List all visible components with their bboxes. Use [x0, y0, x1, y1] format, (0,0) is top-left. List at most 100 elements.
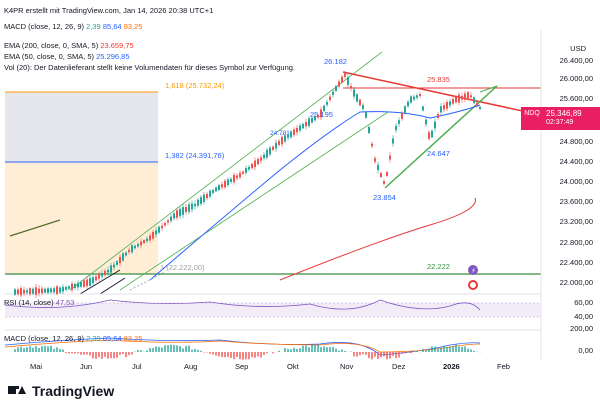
- macd-hist-bar: [443, 345, 445, 352]
- candle: [59, 287, 61, 293]
- rsi-label: RSI (14, close): [4, 298, 54, 307]
- macd-hist-bar: [320, 347, 322, 352]
- candle: [380, 172, 382, 178]
- xaxis-label: Okt: [287, 362, 299, 371]
- candle: [467, 92, 469, 100]
- candle: [38, 288, 40, 294]
- candle: [134, 245, 136, 249]
- macd-hist-bar: [212, 352, 214, 355]
- candle: [353, 89, 355, 97]
- candle: [383, 181, 385, 184]
- macd-hist-bar: [137, 350, 139, 352]
- candle: [251, 163, 253, 169]
- candle: [479, 106, 481, 110]
- macd-hist-bar: [56, 347, 58, 352]
- candle: [212, 189, 214, 194]
- macd-hist-bar: [254, 352, 256, 358]
- macd-top-label: MACD (close, 12, 26, 9): [4, 22, 85, 31]
- currency-label: USD: [570, 44, 586, 53]
- candle: [422, 106, 424, 111]
- macd-hist-bar: [263, 352, 265, 355]
- macd-hist-bar: [431, 346, 433, 352]
- candle: [290, 131, 292, 138]
- candle: [65, 286, 67, 290]
- candle: [458, 94, 460, 103]
- candle: [425, 119, 427, 125]
- macd-hist-bar: [188, 345, 190, 352]
- candle: [47, 288, 49, 293]
- macd-hist-bar: [224, 352, 226, 358]
- candle: [23, 289, 25, 294]
- macd-hist-bar: [344, 350, 346, 352]
- macd-hist-bar: [44, 345, 46, 352]
- candle: [44, 288, 46, 293]
- macd-hist-bar: [107, 352, 109, 359]
- tradingview-logo-icon: [8, 386, 26, 394]
- macd-hist-bar: [23, 348, 25, 352]
- macd-hist-bar: [278, 350, 280, 352]
- candle: [188, 204, 190, 212]
- candle: [20, 288, 22, 296]
- candle: [122, 253, 124, 261]
- candle: [374, 158, 376, 162]
- tradingview-brand[interactable]: TradingView: [32, 383, 115, 399]
- candle: [71, 283, 73, 290]
- candle: [236, 175, 238, 179]
- bar-countdown: 02:37:49: [546, 119, 574, 126]
- candle: [407, 101, 409, 107]
- macd-bottom-hist: 2,39: [86, 334, 101, 343]
- candle: [317, 115, 319, 118]
- yaxis-label: 25.600,00: [559, 94, 593, 103]
- macd-hist-bar: [389, 352, 391, 359]
- macd-hist-bar: [95, 352, 97, 359]
- candle: [311, 117, 313, 123]
- macd-hist-bar: [149, 348, 151, 352]
- trendline-green: [384, 85, 498, 189]
- candle: [377, 164, 379, 171]
- channel-upper: [69, 51, 383, 291]
- candle: [140, 241, 142, 246]
- candle: [356, 94, 358, 102]
- macd-hist-bar: [284, 348, 286, 352]
- candle: [338, 81, 340, 87]
- macd-hist-bar: [266, 352, 268, 354]
- macd-hist-bar: [326, 347, 328, 352]
- macd-hist-bar: [104, 352, 106, 357]
- candle: [272, 146, 274, 150]
- yaxis-label: 22.400,00: [559, 258, 593, 267]
- candle: [128, 249, 130, 253]
- xaxis-label: Aug: [184, 362, 198, 371]
- macd-hist-bar: [368, 352, 370, 359]
- macd-hist-bar: [125, 352, 127, 358]
- macd-hist-bar: [437, 348, 439, 352]
- macd-hist-bar: [116, 352, 118, 358]
- macd-hist-bar: [119, 352, 121, 355]
- macd-top-hist: 2,39: [86, 22, 101, 31]
- macd-hist-bar: [242, 352, 244, 360]
- macd-hist-bar: [233, 352, 235, 360]
- candle: [32, 288, 34, 294]
- candle: [233, 174, 235, 183]
- candle: [350, 85, 352, 89]
- macd-hist-bar: [161, 347, 163, 352]
- macd-hist-bar: [251, 352, 253, 358]
- candle: [431, 130, 433, 138]
- candle: [35, 287, 37, 295]
- event-lightning-icon: [468, 265, 478, 275]
- candle: [254, 160, 256, 167]
- candle: [50, 288, 52, 293]
- candle: [323, 105, 325, 111]
- candle: [239, 172, 241, 178]
- current-price-value: 25.346,89: [546, 109, 582, 118]
- macd-hist-bar: [287, 348, 289, 352]
- candle: [410, 96, 412, 103]
- macd-hist-bar: [131, 352, 133, 355]
- macd-hist-bar: [182, 348, 184, 352]
- xaxis-label: Dez: [392, 362, 406, 371]
- candle: [293, 129, 295, 135]
- macd-hist-bar: [194, 348, 196, 352]
- xaxis-label: Jun: [80, 362, 93, 371]
- fib-zone-lower: [5, 162, 158, 274]
- candle: [146, 238, 148, 242]
